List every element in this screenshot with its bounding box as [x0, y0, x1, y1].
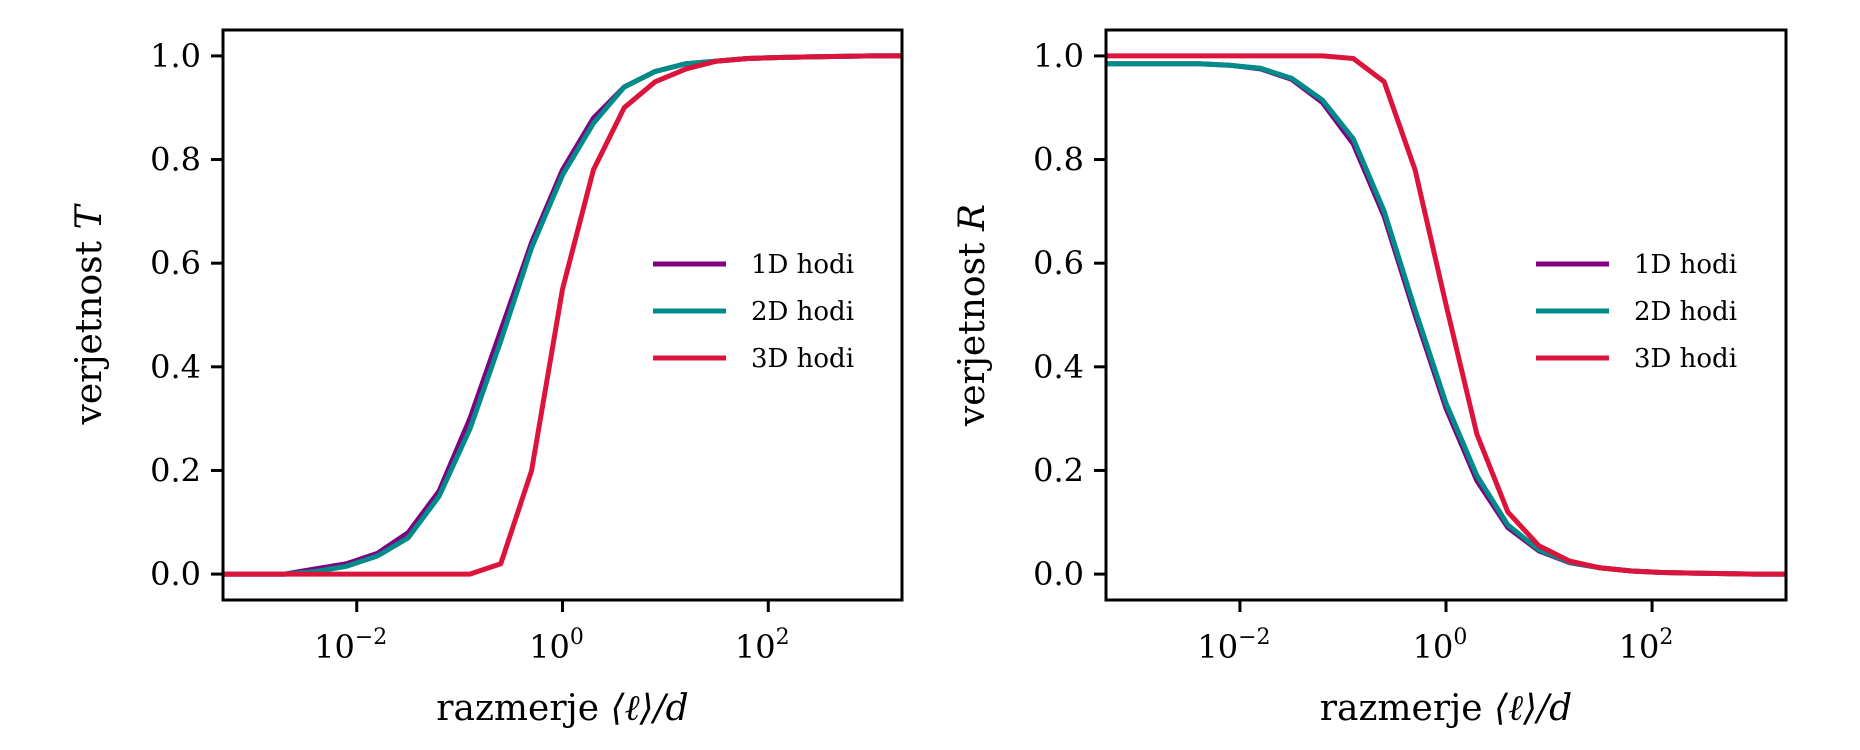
y-tick-label: 1.0 [1033, 37, 1084, 75]
x-tick-label: 102 [735, 625, 790, 666]
legend: 1D hodi 2D hodi 3D hodi [653, 250, 854, 374]
legend-label: 1D hodi [1634, 250, 1737, 280]
y-tick-label: 0.6 [150, 244, 201, 282]
y-tick-label: 0.2 [1033, 451, 1084, 489]
x-tick-label: 10−2 [314, 625, 387, 666]
x-tick-label: 100 [529, 625, 584, 666]
y-tick-label: 0.0 [1033, 555, 1084, 593]
x-axis-label: razmerje ⟨ℓ⟩/d [1320, 688, 1572, 729]
series-line-3d-hodi [1106, 53, 1786, 577]
y-tick-label: 0.6 [1033, 244, 1084, 282]
series-line-3d-hodi [223, 53, 902, 577]
x-tick-label: 10−2 [1197, 625, 1270, 666]
y-tick-label: 0.8 [150, 141, 201, 179]
y-axis-label: verjetnost R [952, 204, 993, 427]
x-axis-label: razmerje ⟨ℓ⟩/d [436, 688, 688, 729]
right-panel-reflection: 0.0 0.2 0.4 0.6 0.8 1.0 10−2 100 102 razmerje ⟨ℓ⟩… [952, 28, 1788, 729]
x-tick-label: 102 [1619, 625, 1674, 666]
legend-label: 1D hodi [751, 250, 854, 280]
x-tick-label: 100 [1413, 625, 1468, 666]
y-tick-label: 0.4 [150, 348, 201, 386]
left-panel-transmission: 0.0 0.2 0.4 0.6 0.8 1.0 10−2 100 102 razmerje ⟨ℓ⟩… [69, 28, 904, 729]
y-tick-label: 0.0 [150, 555, 201, 593]
y-tick-label: 0.8 [1033, 141, 1084, 179]
y-tick-label: 0.4 [1033, 348, 1084, 386]
legend-label: 2D hodi [1634, 297, 1737, 327]
y-tick-label: 1.0 [150, 37, 201, 75]
legend: 1D hodi 2D hodi 3D hodi [1536, 250, 1737, 374]
y-tick-label: 0.2 [150, 451, 201, 489]
legend-label: 3D hodi [1634, 344, 1737, 374]
y-axis-label: verjetnost T [69, 202, 110, 425]
legend-label: 3D hodi [751, 344, 854, 374]
legend-label: 2D hodi [751, 297, 854, 327]
